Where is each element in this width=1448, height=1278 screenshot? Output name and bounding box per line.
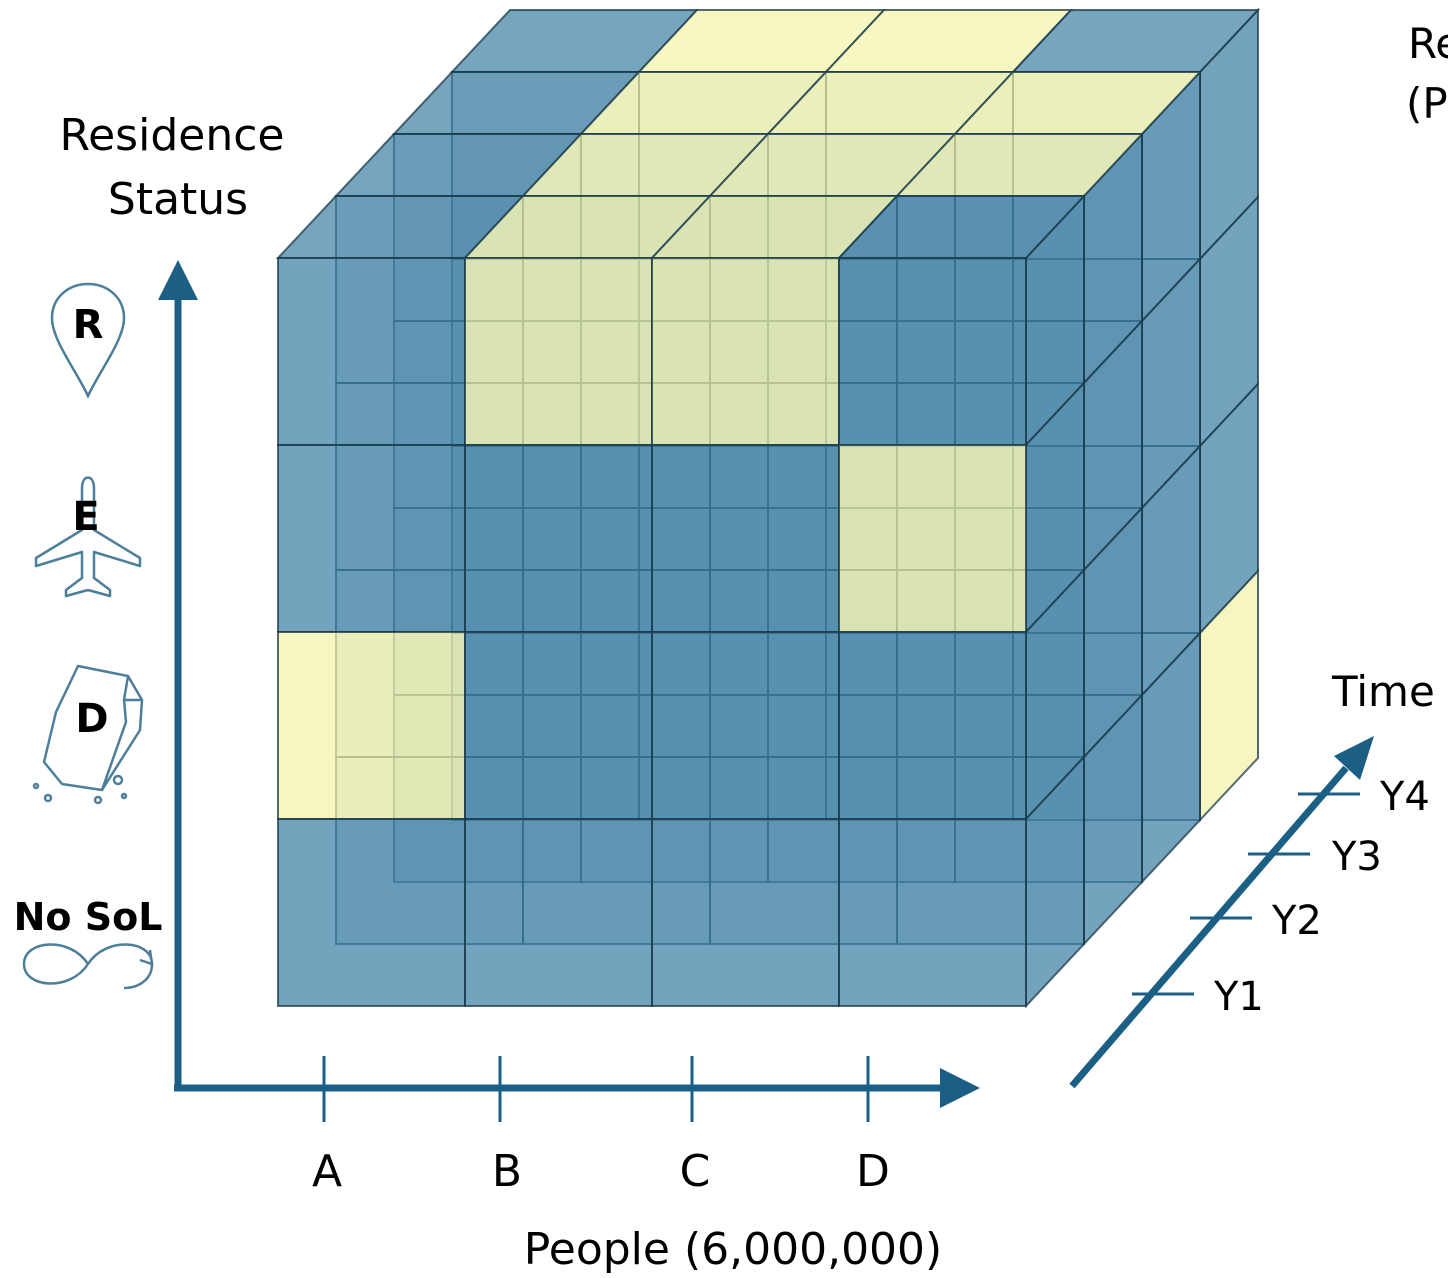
category-label-e: E: [72, 494, 99, 540]
cube-front-cell: [651, 257, 840, 446]
time-axis: [1069, 736, 1374, 1089]
cube-front-cell: [277, 818, 466, 1007]
airplane-icon: [34, 476, 142, 598]
x-axis-title: People (6,000,000): [524, 1224, 942, 1275]
cube-front-cell: [651, 631, 840, 820]
cube-front-cell: [464, 444, 653, 633]
y-axis-title-line1: Residence: [60, 110, 285, 161]
cube-front-cell: [838, 818, 1027, 1007]
time-axis-title: Time: [1331, 667, 1435, 716]
cube-front-cell: [464, 631, 653, 820]
cube-front-cell: [838, 631, 1027, 820]
x-tick-label-b: B: [492, 1146, 522, 1197]
cube-front-cell: [838, 257, 1027, 446]
cube-front-cell: [651, 444, 840, 633]
y-axis-arrowhead: [158, 260, 198, 300]
cube-front-cell: [464, 818, 653, 1007]
cube-front-cell: [651, 818, 840, 1007]
coffin-icon: [32, 664, 144, 805]
cube-front-cell: [277, 631, 466, 820]
x-axis: [174, 1056, 980, 1122]
time-axis-line: [1069, 765, 1349, 1089]
corner-text-line1: Re: [1408, 19, 1448, 68]
cube-front-cell: [277, 444, 466, 633]
time-tick-label-y2: Y2: [1271, 898, 1322, 944]
category-label-r: R: [73, 302, 104, 348]
x-tick-label-a: A: [312, 1146, 342, 1197]
data-cube: [275, 7, 1261, 1009]
cube-front-cell: [277, 257, 466, 446]
y-axis: [158, 260, 198, 1088]
time-tick-label-y3: Y3: [1331, 834, 1382, 880]
time-axis-arrowhead: [1334, 736, 1374, 780]
category-label-d: D: [75, 696, 108, 742]
corner-text-line2: (P: [1406, 79, 1448, 128]
location-pin-icon: [50, 282, 126, 399]
infinity-icon: [22, 943, 154, 990]
x-tick-label-d: D: [856, 1146, 890, 1197]
cube-front-cell: [838, 444, 1027, 633]
y-axis-title-line2: Status: [108, 174, 248, 225]
cube-front-cell: [464, 257, 653, 446]
category-label-no-sol: No SoL: [14, 895, 163, 939]
time-tick-label-y1: Y1: [1213, 974, 1264, 1020]
x-tick-label-c: C: [680, 1146, 711, 1197]
time-tick-label-y4: Y4: [1379, 774, 1430, 820]
x-axis-arrowhead: [940, 1068, 980, 1108]
